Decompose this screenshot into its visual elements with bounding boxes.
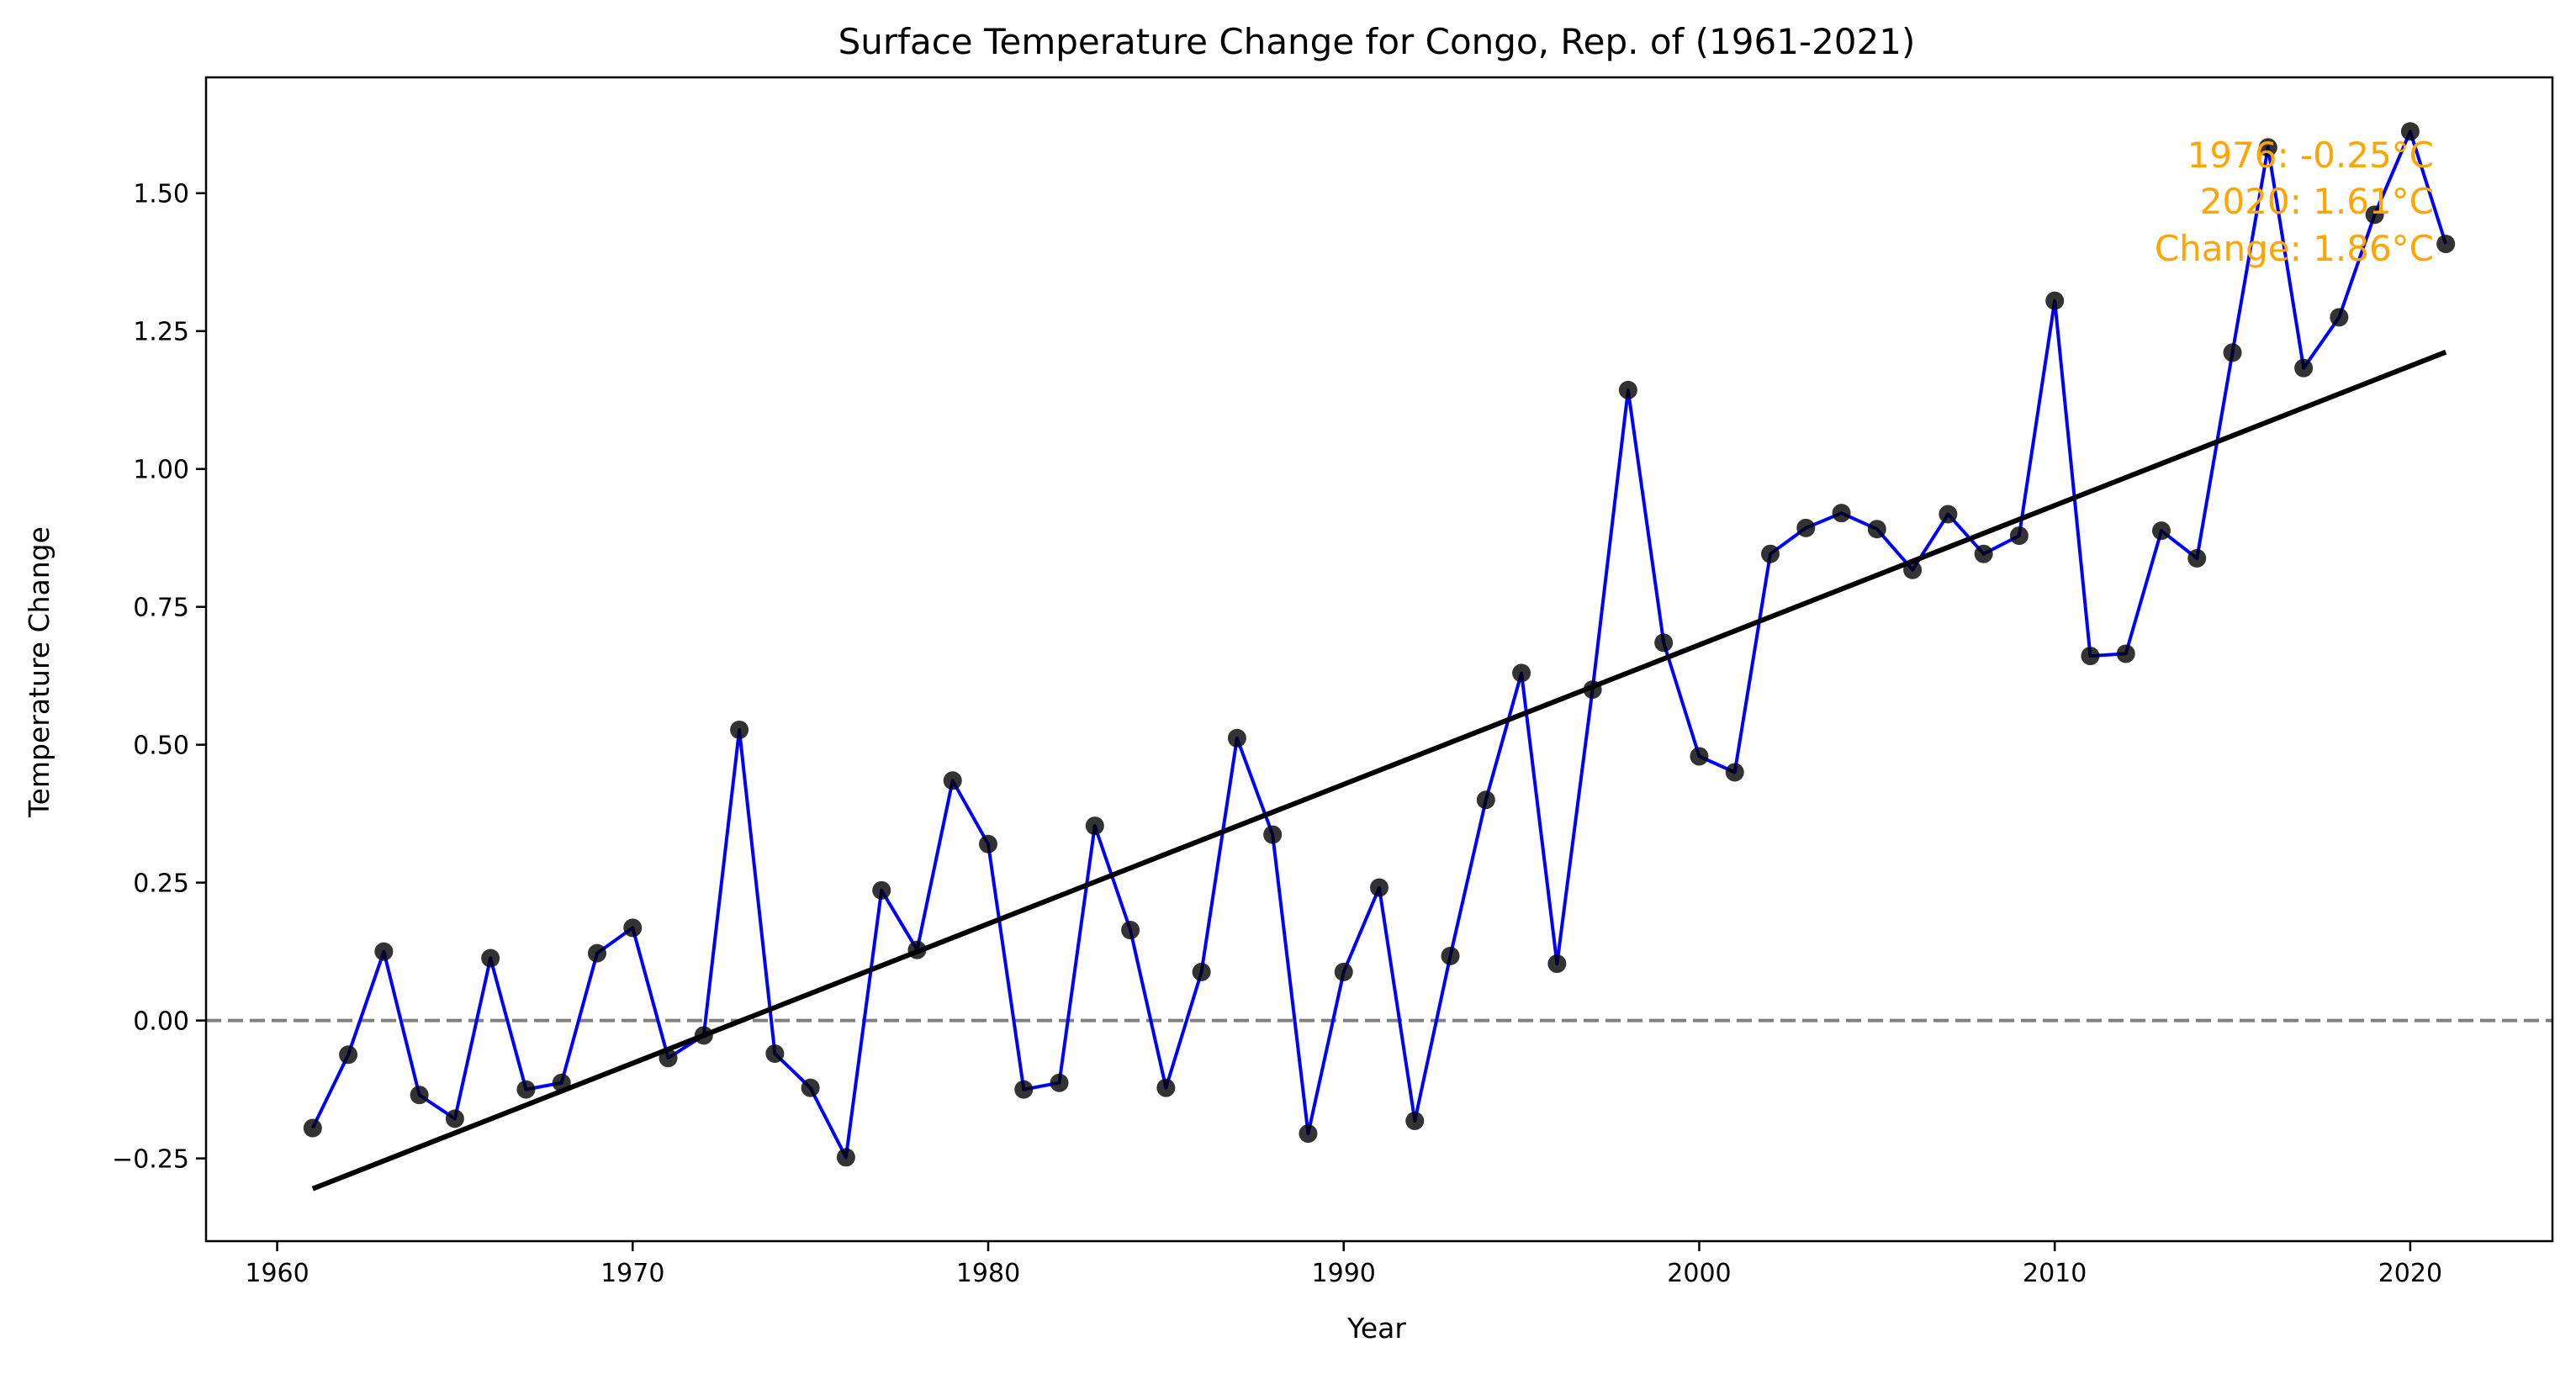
data-point-1992 [1405, 1112, 1425, 1131]
data-point-2021 [2436, 235, 2456, 254]
data-point-2018 [2330, 308, 2349, 327]
data-point-1979 [943, 771, 962, 790]
data-point-1976 [836, 1148, 855, 1167]
data-point-2020 [2400, 122, 2420, 141]
plot-area [206, 122, 2552, 1192]
y-tick-label-7: 1.50 [133, 180, 189, 209]
data-point-2001 [1725, 763, 1744, 782]
data-point-2005 [1867, 520, 1886, 539]
data-point-1994 [1476, 790, 1495, 810]
plot-frame [204, 76, 2554, 1243]
data-point-1995 [1512, 663, 1531, 683]
annotation-line-2: 2020: 1.61°C [2200, 181, 2434, 222]
data-point-1962 [339, 1045, 358, 1065]
data-point-1993 [1441, 946, 1460, 965]
x-axis-title: Year [1346, 1312, 1406, 1345]
data-point-1999 [1654, 633, 1674, 653]
data-point-1963 [374, 942, 394, 961]
x-tick-label-1980: 1980 [956, 1259, 1020, 1288]
y-axis: −0.25 0.00 0.25 0.50 0.75 1.00 1.25 1.50 [112, 180, 206, 1175]
data-point-2017 [2294, 358, 2314, 378]
data-point-2004 [1832, 504, 1851, 523]
x-tick-label-1960: 1960 [245, 1259, 309, 1288]
data-point-1996 [1547, 954, 1567, 974]
y-tick-label-4: 0.75 [133, 594, 189, 623]
data-point-1985 [1156, 1078, 1176, 1097]
y-tick-label-6: 1.25 [133, 318, 189, 347]
data-point-1974 [765, 1044, 785, 1063]
x-tick-label-2020: 2020 [2378, 1259, 2442, 1288]
data-point-1981 [1014, 1080, 1034, 1099]
data-point-1975 [801, 1078, 820, 1097]
data-point-2019 [2365, 205, 2384, 225]
data-point-2014 [2187, 548, 2207, 568]
data-point-2007 [1939, 505, 1958, 524]
data-point-1965 [445, 1109, 464, 1128]
data-point-2008 [1974, 544, 1993, 563]
data-point-2012 [2116, 644, 2135, 663]
x-tick-label-2010: 2010 [2023, 1259, 2087, 1288]
x-tick-label-1990: 1990 [1312, 1259, 1376, 1288]
data-point-1969 [588, 943, 606, 963]
data-point-1967 [516, 1080, 536, 1099]
x-tick-label-1970: 1970 [600, 1259, 664, 1288]
annotation-line-1: 1976: -0.25°C [2187, 135, 2434, 176]
data-point-1989 [1299, 1124, 1318, 1144]
data-point-1982 [1050, 1073, 1069, 1092]
data-point-1973 [730, 720, 749, 739]
x-axis: 1960 1970 1980 1990 2000 2010 2020 [245, 1241, 2442, 1288]
trend-line [311, 349, 2447, 1192]
x-tick-label-2000: 2000 [1667, 1259, 1731, 1288]
data-point-1977 [872, 880, 891, 900]
annotation-line-3: Change: 1.86°C [2155, 228, 2434, 269]
chart-title: Surface Temperature Change for Congo, Re… [838, 21, 1916, 62]
data-point-1983 [1085, 816, 1104, 836]
data-point-1991 [1370, 878, 1389, 897]
y-tick-label-5: 1.00 [133, 456, 189, 485]
data-point-1998 [1618, 380, 1637, 399]
y-axis-title: Temperature Change [23, 526, 56, 818]
data-point-1986 [1192, 962, 1211, 981]
data-point-1984 [1121, 921, 1140, 940]
data-point-1966 [481, 949, 500, 968]
y-tick-label-1: 0.00 [133, 1007, 189, 1037]
data-point-1988 [1263, 825, 1283, 844]
data-point-2016 [2258, 138, 2277, 157]
y-tick-label-0: −0.25 [112, 1145, 189, 1175]
data-point-2015 [2223, 343, 2242, 362]
y-tick-label-2: 0.25 [133, 869, 189, 899]
data-point-2010 [2045, 291, 2065, 310]
data-point-2003 [1796, 518, 1816, 537]
data-point-2013 [2152, 521, 2171, 541]
data-point-2000 [1690, 747, 1709, 766]
data-point-2011 [2081, 647, 2100, 666]
data-point-1990 [1334, 962, 1353, 981]
data-point-2002 [1761, 544, 1780, 563]
y-tick-label-3: 0.50 [133, 732, 189, 761]
data-point-1961 [303, 1118, 322, 1138]
data-point-1987 [1227, 728, 1246, 748]
data-point-2009 [2009, 526, 2029, 546]
stats-annotation: 1976: -0.25°C 2020: 1.61°C Change: 1.86°… [2155, 135, 2434, 269]
data-point-1964 [410, 1086, 429, 1105]
data-point-1980 [979, 834, 997, 853]
data-point-1970 [623, 918, 643, 938]
